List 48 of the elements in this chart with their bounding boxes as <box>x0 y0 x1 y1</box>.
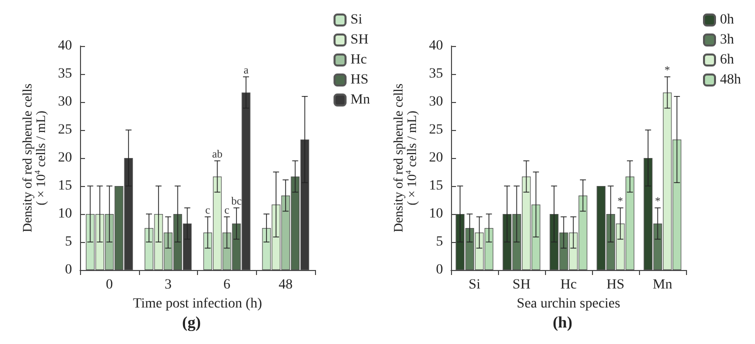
y-tick-label: 0 <box>65 262 72 278</box>
x-axis-title: Time post infection (h) <box>133 296 262 312</box>
x-tick-label: Mn <box>652 278 672 292</box>
y-tick-label: 20 <box>429 150 443 166</box>
data-label: bc <box>231 195 242 208</box>
data-label: * <box>664 64 670 76</box>
x-tick-label: HS <box>606 278 624 292</box>
y-tick-label: 20 <box>58 150 72 166</box>
legend-label: Hc <box>350 52 367 68</box>
data-label: c <box>224 204 230 216</box>
legend-label: 0h <box>720 12 734 28</box>
data-label: c <box>205 204 210 216</box>
legend-label: 6h <box>720 52 734 68</box>
y-tick-label: 25 <box>429 122 443 138</box>
legend-label: Mn <box>350 92 370 108</box>
y-tick-label: 5 <box>65 234 72 250</box>
data-label: ab <box>212 148 223 160</box>
x-tick-label: Si <box>468 278 480 292</box>
legend-label: SH <box>350 32 368 48</box>
x-axis-title: Sea urchin species <box>516 296 620 312</box>
data-label: * <box>654 195 660 208</box>
x-tick-label: 6 <box>223 278 230 292</box>
data-label: * <box>618 195 624 208</box>
y-tick-label: 10 <box>58 206 72 222</box>
y-tick-label: 35 <box>429 66 443 82</box>
x-tick-label: SH <box>512 278 530 292</box>
x-tick-label: 48 <box>278 278 293 292</box>
legend-label: 48h <box>720 72 741 88</box>
y-tick-label: 0 <box>436 262 443 278</box>
data-label: a <box>244 64 249 76</box>
legend-label: Si <box>350 12 362 28</box>
y-tick-label: 5 <box>436 234 443 250</box>
x-tick-label: Hc <box>560 278 577 292</box>
legend-label: HS <box>350 72 368 88</box>
y-tick-label: 25 <box>58 122 72 138</box>
y-tick-label: 15 <box>58 178 72 194</box>
x-tick-label: 3 <box>164 278 172 292</box>
y-tick-label: 35 <box>58 66 72 82</box>
x-tick-label: 0 <box>106 278 113 292</box>
y-tick-label: 30 <box>58 94 72 110</box>
y-tick-label: 10 <box>429 206 443 222</box>
y-tick-label: 15 <box>429 178 443 194</box>
legend-label: 3h <box>720 32 734 48</box>
text: (g) <box>182 314 201 332</box>
y-tick-label: 30 <box>429 94 443 110</box>
text: (h) <box>552 314 572 332</box>
y-tick-label: 40 <box>429 38 443 54</box>
y-tick-label: 40 <box>58 38 72 54</box>
